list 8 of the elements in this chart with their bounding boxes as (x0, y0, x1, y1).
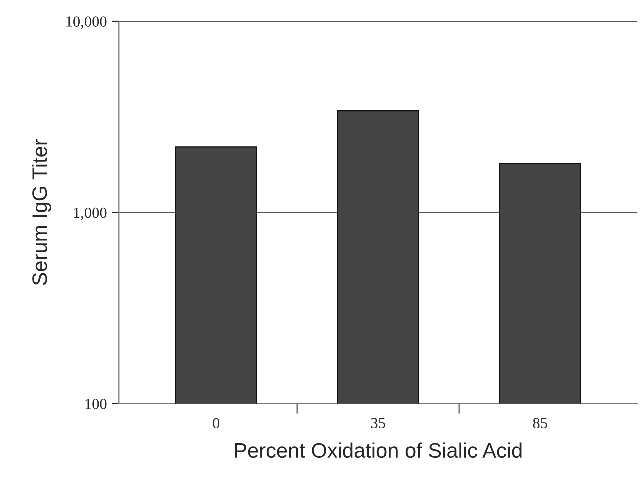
y-axis-title: Serum IgG Titer (32, 140, 52, 286)
y-tick-label: 1,000 (74, 208, 107, 220)
x-tick-label: 0 (213, 418, 220, 429)
x-axis-title: Percent Oxidation of Sialic Acid (235, 442, 522, 458)
x-tick-label: 35 (371, 418, 386, 429)
x-tick-label: 85 (533, 418, 548, 429)
y-tick-label: 10,000 (66, 16, 107, 30)
y-tick-label: 100 (86, 399, 107, 410)
